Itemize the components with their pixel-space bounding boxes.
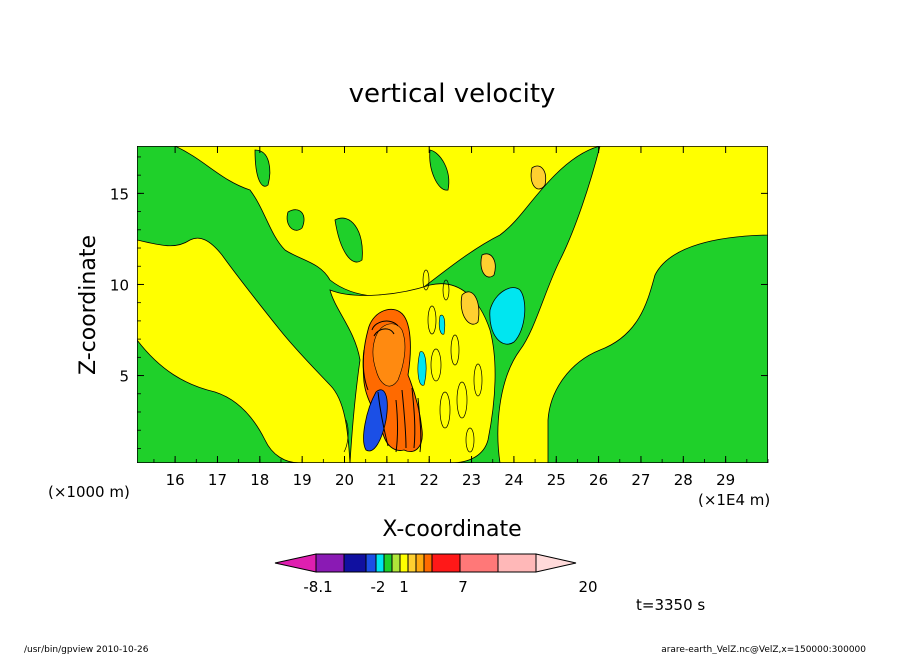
x-tick-label: 25 <box>547 471 566 489</box>
contour-island-green <box>334 217 363 263</box>
contour-island-green <box>254 149 271 187</box>
contour-downdraft-blue <box>417 351 427 386</box>
contour-patch-orange <box>460 291 480 325</box>
colorbar-segment <box>383 553 393 573</box>
contour-island-green <box>429 149 450 191</box>
contour-patch-orange <box>480 253 496 278</box>
colorbar-segment <box>365 553 377 573</box>
colorbar <box>274 553 577 573</box>
colorbar-segment <box>315 553 345 573</box>
footer-left: /usr/bin/gpview 2010-10-26 <box>24 645 149 654</box>
contour-island-green <box>286 209 305 231</box>
x-tick-label: 24 <box>504 471 523 489</box>
x-tick-label: 17 <box>208 471 227 489</box>
colorbar-segment <box>431 553 461 573</box>
colorbar-segment <box>423 553 433 573</box>
x-tick-label: 28 <box>674 471 693 489</box>
x-tick-label: 27 <box>631 471 650 489</box>
contour-region-yellow-right <box>497 146 768 463</box>
y-tick-label: 5 <box>119 368 129 386</box>
chart-title: vertical velocity <box>349 79 556 109</box>
x-tick-label: 29 <box>716 471 735 489</box>
contour-cell-cyan <box>489 287 526 345</box>
colorbar-segment <box>459 553 499 573</box>
colorbar-segment <box>399 553 409 573</box>
contour-lines-waves <box>343 269 483 453</box>
contour-downdraft-blue <box>438 314 446 335</box>
contour-region-yellow-lower <box>137 237 351 463</box>
x-tick-label: 19 <box>293 471 312 489</box>
colorbar-arrow-high <box>535 553 577 573</box>
x-tick-label: 22 <box>420 471 439 489</box>
footer-right: arare-earth_VelZ.nc@VelZ,x=150000:300000 <box>661 645 866 654</box>
contour-downdraft-blue <box>363 389 388 452</box>
colorbar-segment <box>375 553 385 573</box>
x-axis-label: X-coordinate <box>382 517 521 542</box>
colorbar-segment <box>343 553 367 573</box>
colorbar-segment <box>497 553 537 573</box>
x-tick-label: 16 <box>166 471 185 489</box>
y-tick-label: 15 <box>110 185 129 203</box>
time-label: t=3350 s <box>636 596 705 614</box>
colorbar-label: 7 <box>458 578 468 596</box>
colorbar-arrow-low <box>274 553 317 573</box>
colorbar-label: -2 <box>371 578 386 596</box>
contour-lines-core <box>362 320 422 453</box>
x-tick-label: 26 <box>589 471 608 489</box>
plot-area <box>137 146 768 463</box>
colorbar-label: 20 <box>578 578 597 596</box>
x-axis: 16 17 18 19 20 21 22 23 24 25 26 27 28 29 <box>153 146 769 489</box>
colorbar-label: -8.1 <box>303 578 332 596</box>
y-tick-label: 10 <box>110 276 129 294</box>
y-axis-label: Z-coordinate <box>76 235 101 375</box>
colorbar-label: 1 <box>399 578 409 596</box>
x-tick-label: 18 <box>250 471 269 489</box>
colorbar-segment <box>415 553 425 573</box>
x-tick-label: 23 <box>462 471 481 489</box>
x-tick-label: 20 <box>335 471 354 489</box>
x-unit-right: (×1E4 m) <box>698 491 770 509</box>
colorbar-segment <box>407 553 417 573</box>
y-axis: 5 10 15 <box>110 156 768 449</box>
colorbar-labels: -8.1 -2 1 7 20 <box>303 578 597 596</box>
x-unit-left: (×1000 m) <box>48 483 130 501</box>
colorbar-segment <box>391 553 401 573</box>
x-tick-label: 21 <box>377 471 396 489</box>
contour-patch-orange <box>530 165 547 190</box>
contour-plume-orange-inner <box>372 323 406 387</box>
